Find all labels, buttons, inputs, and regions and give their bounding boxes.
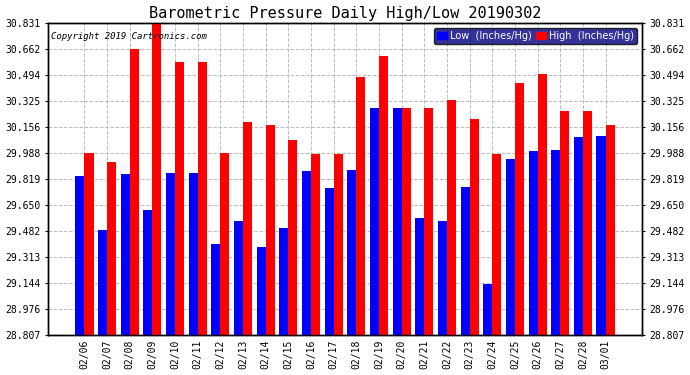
Bar <box>257 247 266 335</box>
Bar <box>402 108 411 335</box>
Bar <box>130 50 139 335</box>
Bar <box>424 108 433 335</box>
Bar <box>188 173 198 335</box>
Bar <box>596 136 606 335</box>
Bar <box>279 228 288 335</box>
Bar <box>220 153 230 335</box>
Bar <box>211 244 220 335</box>
Bar <box>506 159 515 335</box>
Bar <box>492 154 502 335</box>
Bar <box>234 220 243 335</box>
Bar <box>243 122 252 335</box>
Bar <box>198 62 207 335</box>
Bar <box>460 187 470 335</box>
Bar <box>538 74 546 335</box>
Bar <box>551 150 560 335</box>
Bar <box>370 108 379 335</box>
Bar <box>515 83 524 335</box>
Bar <box>560 111 569 335</box>
Bar <box>334 154 343 335</box>
Bar <box>393 108 402 335</box>
Bar <box>175 62 184 335</box>
Bar <box>415 217 424 335</box>
Bar <box>121 174 130 335</box>
Bar <box>288 141 297 335</box>
Bar <box>583 111 592 335</box>
Bar <box>152 23 161 335</box>
Text: Copyright 2019 Cartronics.com: Copyright 2019 Cartronics.com <box>52 33 207 42</box>
Bar <box>107 162 116 335</box>
Bar <box>166 173 175 335</box>
Bar <box>266 125 275 335</box>
Bar <box>356 77 366 335</box>
Legend: Low  (Inches/Hg), High  (Inches/Hg): Low (Inches/Hg), High (Inches/Hg) <box>434 28 637 44</box>
Bar <box>84 153 94 335</box>
Title: Barometric Pressure Daily High/Low 20190302: Barometric Pressure Daily High/Low 20190… <box>149 6 541 21</box>
Bar <box>75 176 84 335</box>
Bar <box>379 56 388 335</box>
Bar <box>574 137 583 335</box>
Bar <box>324 188 334 335</box>
Bar <box>529 151 538 335</box>
Bar <box>606 125 615 335</box>
Bar <box>347 170 356 335</box>
Bar <box>470 119 479 335</box>
Bar <box>438 220 447 335</box>
Bar <box>144 210 152 335</box>
Bar <box>483 284 492 335</box>
Bar <box>311 154 320 335</box>
Bar <box>302 171 311 335</box>
Bar <box>98 230 107 335</box>
Bar <box>447 100 456 335</box>
